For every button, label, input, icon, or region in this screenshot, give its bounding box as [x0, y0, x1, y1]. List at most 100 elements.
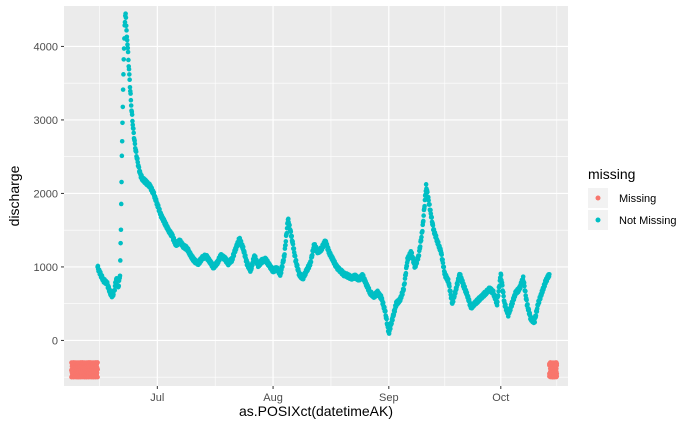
- data-point: [418, 244, 423, 249]
- data-point: [309, 260, 314, 265]
- data-point: [95, 360, 100, 365]
- data-point: [121, 105, 126, 110]
- data-point: [120, 154, 125, 159]
- data-point: [293, 254, 298, 259]
- data-point: [125, 38, 130, 43]
- data-point: [126, 58, 131, 63]
- data-point: [425, 190, 430, 195]
- data-point: [383, 309, 388, 314]
- y-tick-label: 2000: [34, 188, 58, 200]
- data-point: [118, 273, 123, 278]
- data-point: [121, 72, 126, 77]
- data-point: [130, 112, 135, 117]
- data-point: [496, 293, 501, 298]
- data-point: [523, 289, 528, 294]
- x-tick-label: Jul: [150, 392, 164, 404]
- data-point: [402, 281, 407, 286]
- data-point: [501, 290, 506, 295]
- data-point: [495, 300, 500, 305]
- data-point: [522, 284, 527, 289]
- y-tick-label: 3000: [34, 115, 58, 127]
- data-point: [131, 131, 136, 136]
- data-point: [422, 204, 427, 209]
- data-point: [121, 87, 126, 92]
- y-tick-label: 0: [52, 335, 58, 347]
- data-point: [555, 371, 560, 376]
- legend-swatch: [596, 196, 601, 201]
- data-point: [421, 213, 426, 218]
- y-tick-label: 4000: [34, 41, 58, 53]
- data-point: [124, 28, 129, 33]
- data-point: [95, 375, 100, 380]
- data-point: [427, 202, 432, 207]
- x-axis-title: as.POSIXct(datetimeAK): [239, 403, 393, 419]
- y-axis-title: discharge: [6, 165, 22, 226]
- data-point: [439, 252, 444, 257]
- data-point: [501, 294, 506, 299]
- legend-label: Not Missing: [619, 215, 676, 227]
- data-point: [128, 91, 133, 96]
- data-point: [401, 287, 406, 292]
- data-point: [419, 235, 424, 240]
- data-point: [289, 234, 294, 239]
- data-point: [118, 258, 123, 263]
- data-point: [127, 72, 132, 77]
- data-point: [125, 46, 130, 51]
- data-point: [123, 11, 128, 16]
- data-point: [289, 230, 294, 235]
- data-point: [447, 284, 452, 289]
- data-point: [124, 23, 129, 28]
- data-point: [287, 223, 292, 228]
- data-point: [120, 120, 125, 125]
- data-point: [126, 50, 131, 55]
- data-point: [282, 252, 287, 257]
- data-point: [500, 283, 505, 288]
- data-point: [119, 180, 124, 185]
- data-point: [441, 261, 446, 266]
- data-point: [129, 98, 134, 103]
- data-point: [127, 77, 132, 82]
- data-point: [532, 320, 537, 325]
- data-point: [284, 239, 289, 244]
- data-point: [547, 272, 552, 277]
- legend-title: missing: [588, 166, 635, 182]
- data-point: [116, 284, 121, 289]
- y-axis: 0 1000 2000 3000 4000: [34, 41, 64, 347]
- data-point: [442, 265, 447, 270]
- data-point: [534, 313, 539, 318]
- legend-label: Missing: [619, 193, 656, 205]
- data-point: [417, 253, 422, 258]
- data-point: [134, 149, 139, 154]
- data-point: [431, 223, 436, 228]
- data-point: [499, 273, 504, 278]
- data-point: [384, 317, 389, 322]
- data-point: [420, 229, 425, 234]
- data-point: [291, 242, 296, 247]
- data-point: [119, 227, 124, 232]
- y-tick-label: 1000: [34, 262, 58, 274]
- plot-panel: [64, 6, 568, 386]
- data-point: [118, 241, 123, 246]
- data-point: [555, 363, 560, 368]
- data-point: [129, 103, 134, 108]
- data-point: [524, 298, 529, 303]
- data-point: [112, 288, 117, 293]
- data-point: [426, 198, 431, 203]
- data-point: [133, 142, 138, 147]
- data-point: [521, 274, 526, 279]
- data-point: [280, 265, 285, 270]
- data-point: [429, 215, 434, 220]
- data-point: [424, 182, 429, 187]
- x-tick-label: Oct: [492, 392, 509, 404]
- data-point: [95, 367, 100, 372]
- x-axis: Jul Aug Sep Oct: [150, 386, 509, 404]
- legend: missing Missing Not Missing: [588, 166, 676, 230]
- data-point: [131, 126, 136, 131]
- data-point: [496, 289, 501, 294]
- data-point: [421, 219, 426, 224]
- data-point: [119, 202, 124, 207]
- data-point: [124, 15, 129, 20]
- data-point: [121, 57, 126, 62]
- legend-swatch: [596, 218, 601, 223]
